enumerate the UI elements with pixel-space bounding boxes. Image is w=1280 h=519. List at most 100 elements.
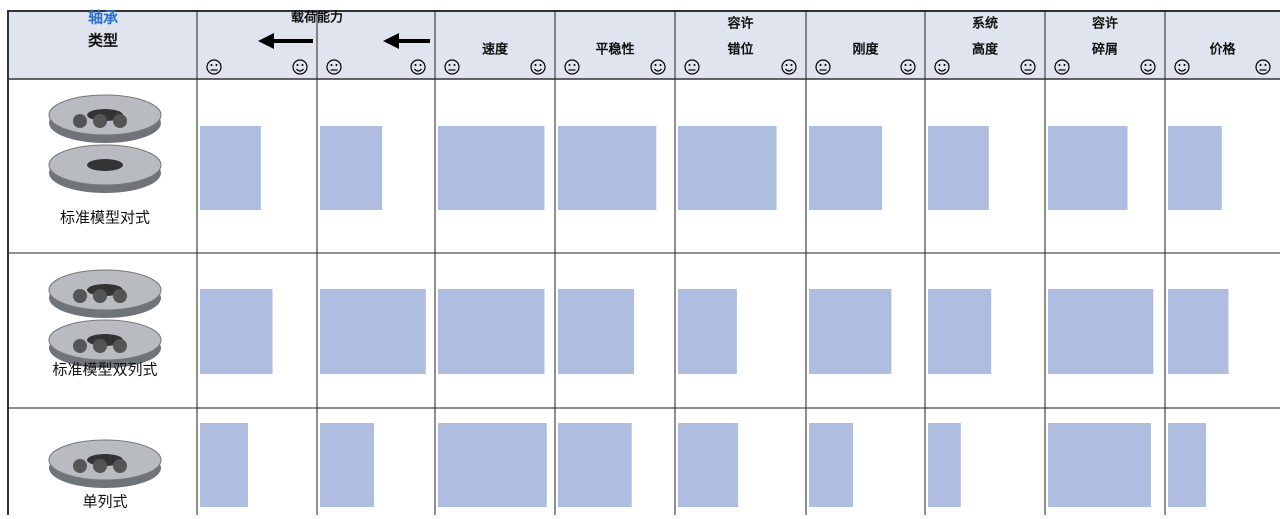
rating-bar (1048, 289, 1154, 374)
face (1174, 59, 1190, 75)
face (815, 59, 831, 75)
eye (790, 64, 793, 66)
rating-bar (1168, 423, 1207, 507)
eye (301, 64, 304, 66)
face (292, 59, 308, 75)
face-icon (1255, 59, 1271, 75)
mouth (1144, 68, 1152, 72)
face-icon (326, 59, 342, 75)
row-label: 标准模型对式 (60, 209, 150, 227)
eye (1144, 64, 1147, 66)
eye (419, 64, 422, 66)
rating-bar (200, 423, 248, 507)
rating-bar (1048, 126, 1128, 210)
rating-bar (678, 423, 739, 507)
face-icon (684, 59, 700, 75)
ball (113, 289, 127, 303)
face (564, 59, 580, 75)
criterion-label: 系统 (972, 16, 998, 32)
ball (73, 114, 87, 128)
ball (93, 339, 107, 353)
rating-bar (809, 289, 892, 374)
face (206, 59, 222, 75)
eye (296, 64, 299, 66)
ball (113, 459, 127, 473)
face-icon (410, 59, 426, 75)
eye (688, 64, 691, 66)
mouth (414, 68, 422, 72)
rating-bar (200, 126, 261, 210)
face (1255, 59, 1271, 75)
criterion-label: 高度 (972, 42, 999, 58)
eye (1264, 64, 1267, 66)
mouth (296, 68, 304, 72)
rating-bar (200, 289, 273, 374)
eye (534, 64, 537, 66)
rating-bar (678, 126, 777, 210)
rating-bar (558, 423, 632, 507)
face (444, 59, 460, 75)
rating-bar (558, 126, 657, 210)
rating-bar (558, 289, 635, 374)
rating-bar (320, 126, 383, 210)
eye (573, 64, 576, 66)
bearing-image (48, 439, 162, 488)
eye (785, 64, 788, 66)
ball (73, 289, 87, 303)
eye (1024, 64, 1027, 66)
face (1020, 59, 1036, 75)
face-icon (292, 59, 308, 75)
ball (93, 114, 107, 128)
header-bg (8, 10, 1280, 79)
rating-bar (928, 126, 989, 210)
criterion-label: 碎屑 (1092, 42, 1118, 58)
face-icon (564, 59, 580, 75)
eye (330, 64, 333, 66)
eye (938, 64, 941, 66)
face-icon (444, 59, 460, 75)
eye (659, 64, 662, 66)
eye (414, 64, 417, 66)
eye (693, 64, 696, 66)
rating-bar (438, 289, 545, 374)
face (934, 59, 950, 75)
face-icon (1174, 59, 1190, 75)
face (410, 59, 426, 75)
rating-bar (1048, 423, 1151, 507)
face-icon (206, 59, 222, 75)
criterion-label: 平稳性 (595, 42, 634, 58)
ball (113, 114, 127, 128)
face (684, 59, 700, 75)
eye (909, 64, 912, 66)
rating-bar (1168, 126, 1222, 210)
eye (819, 64, 822, 66)
rating-bar (809, 423, 854, 507)
eye (210, 64, 213, 66)
face (650, 59, 666, 75)
bearing-image (48, 94, 162, 193)
eye (943, 64, 946, 66)
face (326, 59, 342, 75)
bearing-image (48, 269, 162, 368)
face-icon (900, 59, 916, 75)
criterion-label: 错位 (727, 42, 753, 58)
criterion-label: 容许 (726, 16, 753, 32)
criterion-label: 刚度 (852, 42, 879, 58)
eye (1063, 64, 1066, 66)
criterion-label: 速度 (482, 42, 509, 58)
eye (1149, 64, 1152, 66)
row-label: 单列式 (82, 493, 127, 511)
eye (1183, 64, 1186, 66)
rating-bar (438, 423, 547, 507)
rating-bar (678, 289, 737, 374)
criterion-label: 价格 (1209, 42, 1236, 58)
rating-bar (809, 126, 883, 210)
arrow (258, 33, 313, 49)
eye (1029, 64, 1032, 66)
eye (215, 64, 218, 66)
ball (73, 459, 87, 473)
mouth (1178, 68, 1186, 72)
face-icon (815, 59, 831, 75)
bore (87, 159, 123, 171)
